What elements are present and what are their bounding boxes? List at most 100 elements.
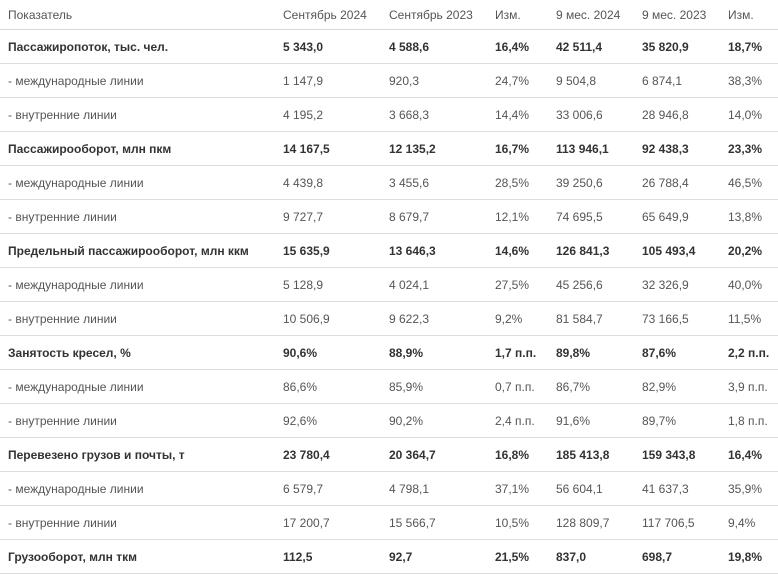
indicator-cell: - внутренние линии xyxy=(0,199,275,234)
ytd-2024-cell: 91,6% xyxy=(548,403,634,438)
change-ytd-cell: 9,4% xyxy=(720,505,778,540)
table-row-section: Пассажирооборот, млн пкм 14 167,5 12 135,2… xyxy=(0,131,778,166)
change-ytd-cell: 16,4% xyxy=(720,437,778,472)
change-month-cell: 12,1% xyxy=(487,199,548,234)
change-month-cell: 24,7% xyxy=(487,63,548,98)
indicator-cell: - международные линии xyxy=(0,63,275,98)
change-ytd-cell: 14,0% xyxy=(720,97,778,132)
sep-2024-cell: 4 195,2 xyxy=(275,97,381,132)
sep-2024-cell: 92,6% xyxy=(275,403,381,438)
ytd-2023-cell: 117 706,5 xyxy=(634,505,720,540)
sep-2023-cell: 85,9% xyxy=(381,369,487,404)
indicator-cell: Пассажиропоток, тыс. чел. xyxy=(0,29,275,64)
change-ytd-cell: 38,3% xyxy=(720,63,778,98)
sep-2024-cell: 1 147,9 xyxy=(275,63,381,98)
indicator-cell: - внутренние линии xyxy=(0,97,275,132)
sep-2024-cell: 14 167,5 xyxy=(275,131,381,166)
ytd-2023-cell: 32 326,9 xyxy=(634,267,720,302)
sep-2024-cell: 90,6% xyxy=(275,335,381,370)
ytd-2023-cell: 698,7 xyxy=(634,539,720,574)
change-month-cell: 27,5% xyxy=(487,267,548,302)
ytd-2024-cell: 56 604,1 xyxy=(548,471,634,506)
indicator-cell: Предельный пассажирооборот, млн ккм xyxy=(0,233,275,268)
change-month-cell: 0,7 п.п. xyxy=(487,369,548,404)
table-row-section: Занятость кресел, % 90,6% 88,9% 1,7 п.п. 89,… xyxy=(0,335,778,370)
sep-2024-cell: 5 128,9 xyxy=(275,267,381,302)
sep-2023-cell: 3 668,3 xyxy=(381,97,487,132)
table-row: - международные линии 6 579,7 4 798,1 37,1%… xyxy=(0,471,778,506)
ytd-2024-cell: 39 250,6 xyxy=(548,165,634,200)
table-row: - внутренние линии 9 727,7 8 679,7 12,1% 74 … xyxy=(0,199,778,234)
table-row: - международные линии 1 147,9 920,3 24,7% 9 … xyxy=(0,63,778,98)
ytd-2024-cell: 128 809,7 xyxy=(548,505,634,540)
indicator-cell: Перевезено грузов и почты, т xyxy=(0,437,275,472)
header-change-9m: Изм. xyxy=(720,0,778,30)
indicator-cell: Занятость кресел, % xyxy=(0,335,275,370)
ytd-2023-cell: 6 874,1 xyxy=(634,63,720,98)
sep-2024-cell: 23 780,4 xyxy=(275,437,381,472)
ytd-2024-cell: 126 841,3 xyxy=(548,233,634,268)
sep-2024-cell: 4 439,8 xyxy=(275,165,381,200)
change-month-cell: 16,4% xyxy=(487,29,548,64)
sep-2023-cell: 15 566,7 xyxy=(381,505,487,540)
table-row: - внутренние линии 10 506,9 9 622,3 9,2% 81 … xyxy=(0,301,778,336)
ytd-2024-cell: 86,7% xyxy=(548,369,634,404)
change-month-cell: 9,2% xyxy=(487,301,548,336)
change-ytd-cell: 40,0% xyxy=(720,267,778,302)
ytd-2024-cell: 113 946,1 xyxy=(548,131,634,166)
change-ytd-cell: 35,9% xyxy=(720,471,778,506)
change-month-cell: 21,5% xyxy=(487,539,548,574)
sep-2023-cell: 20 364,7 xyxy=(381,437,487,472)
sep-2023-cell: 90,2% xyxy=(381,403,487,438)
sep-2023-cell: 920,3 xyxy=(381,63,487,98)
sep-2023-cell: 8 679,7 xyxy=(381,199,487,234)
ytd-2023-cell: 159 343,8 xyxy=(634,437,720,472)
table-row: - внутренние линии 92,6% 90,2% 2,4 п.п. 91,6… xyxy=(0,403,778,438)
change-month-cell: 1,7 п.п. xyxy=(487,335,548,370)
sep-2023-cell: 9 622,3 xyxy=(381,301,487,336)
indicator-cell: Пассажирооборот, млн пкм xyxy=(0,131,275,166)
change-ytd-cell: 11,5% xyxy=(720,301,778,336)
sep-2024-cell: 10 506,9 xyxy=(275,301,381,336)
indicator-cell: - международные линии xyxy=(0,165,275,200)
table-body: Пассажиропоток, тыс. чел. 5 343,0 4 588,6 1… xyxy=(0,29,778,574)
ytd-2023-cell: 105 493,4 xyxy=(634,233,720,268)
sep-2023-cell: 4 588,6 xyxy=(381,29,487,64)
sep-2023-cell: 88,9% xyxy=(381,335,487,370)
table-row: - внутренние линии 4 195,2 3 668,3 14,4% 33 … xyxy=(0,97,778,132)
ytd-2023-cell: 73 166,5 xyxy=(634,301,720,336)
change-month-cell: 14,4% xyxy=(487,97,548,132)
ytd-2024-cell: 837,0 xyxy=(548,539,634,574)
ytd-2023-cell: 87,6% xyxy=(634,335,720,370)
change-month-cell: 37,1% xyxy=(487,471,548,506)
change-month-cell: 10,5% xyxy=(487,505,548,540)
ytd-2023-cell: 26 788,4 xyxy=(634,165,720,200)
ytd-2024-cell: 74 695,5 xyxy=(548,199,634,234)
ytd-2024-cell: 33 006,6 xyxy=(548,97,634,132)
table-row: - международные линии 5 128,9 4 024,1 27,5%… xyxy=(0,267,778,302)
sep-2023-cell: 13 646,3 xyxy=(381,233,487,268)
table-row-section: Грузооборот, млн ткм 112,5 92,7 21,5% 837,0 6… xyxy=(0,539,778,574)
sep-2024-cell: 17 200,7 xyxy=(275,505,381,540)
sep-2023-cell: 92,7 xyxy=(381,539,487,574)
change-ytd-cell: 46,5% xyxy=(720,165,778,200)
sep-2024-cell: 86,6% xyxy=(275,369,381,404)
change-ytd-cell: 1,8 п.п. xyxy=(720,403,778,438)
ytd-2023-cell: 35 820,9 xyxy=(634,29,720,64)
header-9m-2024: 9 мес. 2024 xyxy=(548,0,634,30)
header-sep-2024: Сентябрь 2024 xyxy=(275,0,381,30)
ytd-2024-cell: 185 413,8 xyxy=(548,437,634,472)
ytd-2023-cell: 92 438,3 xyxy=(634,131,720,166)
change-ytd-cell: 20,2% xyxy=(720,233,778,268)
table-header-row: Показатель Сентябрь 2024 Сентябрь 2023 И… xyxy=(0,0,778,30)
ytd-2024-cell: 81 584,7 xyxy=(548,301,634,336)
header-indicator: Показатель xyxy=(0,0,275,30)
ytd-2023-cell: 28 946,8 xyxy=(634,97,720,132)
change-ytd-cell: 2,2 п.п. xyxy=(720,335,778,370)
change-ytd-cell: 23,3% xyxy=(720,131,778,166)
indicator-cell: - внутренние линии xyxy=(0,301,275,336)
ytd-2024-cell: 42 511,4 xyxy=(548,29,634,64)
change-month-cell: 2,4 п.п. xyxy=(487,403,548,438)
ytd-2024-cell: 89,8% xyxy=(548,335,634,370)
